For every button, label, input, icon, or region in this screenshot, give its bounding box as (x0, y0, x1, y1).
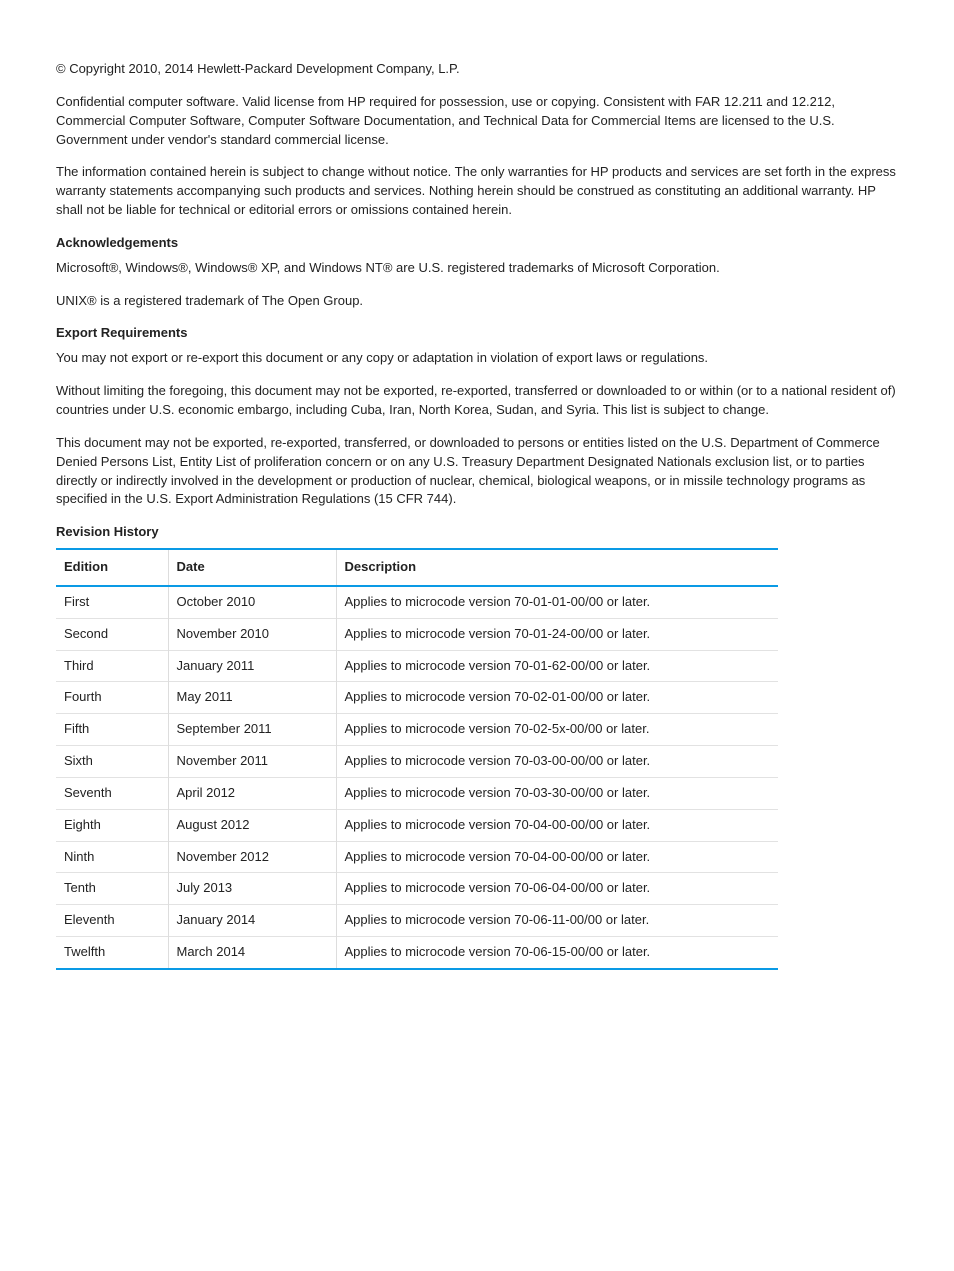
table-cell: October 2010 (168, 586, 336, 618)
table-cell: November 2012 (168, 841, 336, 873)
table-row: ThirdJanuary 2011Applies to microcode ve… (56, 650, 778, 682)
table-cell: July 2013 (168, 873, 336, 905)
table-cell: Fourth (56, 682, 168, 714)
table-cell: March 2014 (168, 937, 336, 969)
table-cell: January 2014 (168, 905, 336, 937)
table-cell: Applies to microcode version 70-01-24-00… (336, 618, 778, 650)
table-cell: Applies to microcode version 70-03-30-00… (336, 777, 778, 809)
table-cell: Applies to microcode version 70-06-15-00… (336, 937, 778, 969)
table-row: FifthSeptember 2011Applies to microcode … (56, 714, 778, 746)
table-cell: Applies to microcode version 70-03-00-00… (336, 746, 778, 778)
table-cell: January 2011 (168, 650, 336, 682)
table-cell: Applies to microcode version 70-04-00-00… (336, 841, 778, 873)
table-cell: Applies to microcode version 70-01-01-00… (336, 586, 778, 618)
table-row: SecondNovember 2010Applies to microcode … (56, 618, 778, 650)
table-cell: First (56, 586, 168, 618)
table-header: Edition Date Description (56, 549, 778, 586)
table-cell: Applies to microcode version 70-02-5x-00… (336, 714, 778, 746)
table-row: SixthNovember 2011Applies to microcode v… (56, 746, 778, 778)
table-row: EighthAugust 2012Applies to microcode ve… (56, 809, 778, 841)
acknowledgements-paragraph-2: UNIX® is a registered trademark of The O… (56, 292, 898, 311)
table-row: SeventhApril 2012Applies to microcode ve… (56, 777, 778, 809)
table-cell: Applies to microcode version 70-01-62-00… (336, 650, 778, 682)
export-paragraph-1: You may not export or re-export this doc… (56, 349, 898, 368)
export-paragraph-2: Without limiting the foregoing, this doc… (56, 382, 898, 420)
col-header-description: Description (336, 549, 778, 586)
table-cell: August 2012 (168, 809, 336, 841)
table-cell: Applies to microcode version 70-06-11-00… (336, 905, 778, 937)
table-row: EleventhJanuary 2014Applies to microcode… (56, 905, 778, 937)
table-cell: Twelfth (56, 937, 168, 969)
table-cell: Applies to microcode version 70-04-00-00… (336, 809, 778, 841)
col-header-edition: Edition (56, 549, 168, 586)
table-cell: Eleventh (56, 905, 168, 937)
table-cell: November 2010 (168, 618, 336, 650)
copyright-line: © Copyright 2010, 2014 Hewlett-Packard D… (56, 60, 898, 79)
table-cell: September 2011 (168, 714, 336, 746)
table-cell: Tenth (56, 873, 168, 905)
table-cell: Eighth (56, 809, 168, 841)
acknowledgements-heading: Acknowledgements (56, 234, 898, 253)
acknowledgements-paragraph-1: Microsoft®, Windows®, Windows® XP, and W… (56, 259, 898, 278)
table-cell: Sixth (56, 746, 168, 778)
table-row: TwelfthMarch 2014Applies to microcode ve… (56, 937, 778, 969)
col-header-date: Date (168, 549, 336, 586)
table-body: FirstOctober 2010Applies to microcode ve… (56, 586, 778, 969)
table-cell: Seventh (56, 777, 168, 809)
table-cell: Ninth (56, 841, 168, 873)
table-cell: Third (56, 650, 168, 682)
export-requirements-heading: Export Requirements (56, 324, 898, 343)
warranty-paragraph: The information contained herein is subj… (56, 163, 898, 220)
confidential-paragraph: Confidential computer software. Valid li… (56, 93, 898, 150)
table-cell: April 2012 (168, 777, 336, 809)
table-row: NinthNovember 2012Applies to microcode v… (56, 841, 778, 873)
table-cell: May 2011 (168, 682, 336, 714)
table-cell: Applies to microcode version 70-06-04-00… (336, 873, 778, 905)
export-paragraph-3: This document may not be exported, re-ex… (56, 434, 898, 509)
revision-history-table: Edition Date Description FirstOctober 20… (56, 548, 778, 970)
table-cell: Second (56, 618, 168, 650)
table-cell: November 2011 (168, 746, 336, 778)
table-cell: Applies to microcode version 70-02-01-00… (336, 682, 778, 714)
table-row: FirstOctober 2010Applies to microcode ve… (56, 586, 778, 618)
revision-history-heading: Revision History (56, 523, 898, 542)
table-row: TenthJuly 2013Applies to microcode versi… (56, 873, 778, 905)
table-cell: Fifth (56, 714, 168, 746)
table-row: FourthMay 2011Applies to microcode versi… (56, 682, 778, 714)
